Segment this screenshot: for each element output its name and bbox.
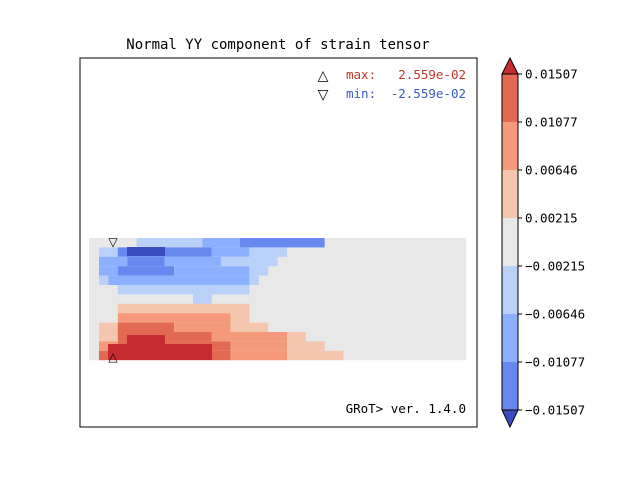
field-cell-min — [127, 247, 165, 256]
colorbar-tick-label: 0.00215 — [525, 211, 578, 226]
field-cell — [230, 313, 250, 323]
field-cell — [202, 238, 240, 248]
max-triangle-icon: △ — [318, 68, 329, 84]
colorbar: 0.01507 0.01077 0.00646 0.00215 −0.00215 −0.0… — [501, 56, 585, 429]
field-cell — [136, 238, 165, 248]
field-cell — [164, 238, 203, 248]
version-text: GRoT> ver. 1.4.0 — [346, 401, 466, 416]
max-value: 2.559e-02 — [398, 67, 466, 82]
field-cell — [117, 285, 250, 295]
field-cell — [99, 332, 118, 342]
field-cell — [99, 266, 118, 276]
colorbar-tick-label: −0.01507 — [525, 403, 585, 418]
colorbar-band — [502, 122, 518, 170]
field-cell — [174, 322, 231, 332]
colorbar-band — [502, 266, 518, 314]
field-cell-max — [127, 335, 165, 344]
field-cell — [230, 322, 269, 332]
field-cell — [99, 256, 128, 267]
colorbar-extend-high — [501, 56, 519, 75]
colorbar-band — [502, 218, 518, 266]
field-cell — [240, 238, 287, 248]
field-cell — [249, 247, 287, 257]
field-cell — [108, 275, 250, 285]
field-cell — [99, 247, 118, 257]
colorbar-band — [502, 74, 518, 122]
field-cell — [230, 350, 287, 361]
max-label: max: — [346, 67, 376, 82]
field-cell — [249, 275, 259, 285]
field-cell — [117, 303, 250, 314]
strain-field: ▽△ — [89, 235, 466, 364]
colorbar-tick-label: 0.01507 — [525, 67, 578, 82]
field-cell-max — [108, 344, 212, 360]
field-cell — [230, 341, 287, 351]
field-cell — [287, 341, 325, 351]
plot-frame — [79, 57, 478, 428]
plot-area: ▽△ — [79, 57, 478, 428]
min-triangle-icon: ▽ — [318, 87, 329, 103]
field-cell — [99, 294, 193, 304]
min-value: -2.559e-02 — [391, 86, 466, 101]
min-legend: ▽ min: -2.559e-02 — [318, 86, 466, 103]
colorbar-tick-label: −0.01077 — [525, 355, 585, 370]
field-cell — [211, 247, 250, 257]
field-cell — [211, 332, 287, 342]
field-cell — [164, 256, 222, 267]
field-cell — [136, 247, 212, 257]
colorbar-tick-label: 0.01077 — [525, 115, 578, 130]
max-legend: △ max: 2.559e-02 — [318, 67, 466, 84]
colorbar-tick-label: −0.00215 — [525, 259, 585, 274]
colorbar-tick-label: −0.00646 — [525, 307, 585, 322]
colorbar-tick-label: 0.00646 — [525, 163, 578, 178]
field-cell — [117, 313, 231, 323]
field-cell — [174, 266, 250, 276]
field-cell — [117, 266, 175, 276]
field-cell — [127, 256, 165, 267]
field-cell — [287, 238, 325, 248]
field-cell — [249, 266, 269, 276]
min-label: min: — [346, 86, 376, 101]
colorbar-extend-low — [501, 409, 519, 429]
field-cell — [193, 294, 212, 304]
field-cell — [99, 322, 118, 332]
max-marker-icon: △ — [108, 350, 118, 364]
field-cell — [221, 256, 278, 267]
colorbar-frame — [501, 73, 519, 411]
chart-title: Normal YY component of strain tensor — [126, 37, 429, 53]
colorbar-band — [502, 314, 518, 362]
field-cell — [287, 332, 306, 342]
field-cell — [117, 322, 175, 332]
field-cell — [287, 350, 344, 361]
field-cell — [99, 275, 109, 285]
colorbar-band — [502, 362, 518, 410]
min-marker-icon: ▽ — [108, 235, 118, 249]
colorbar-band — [502, 170, 518, 218]
